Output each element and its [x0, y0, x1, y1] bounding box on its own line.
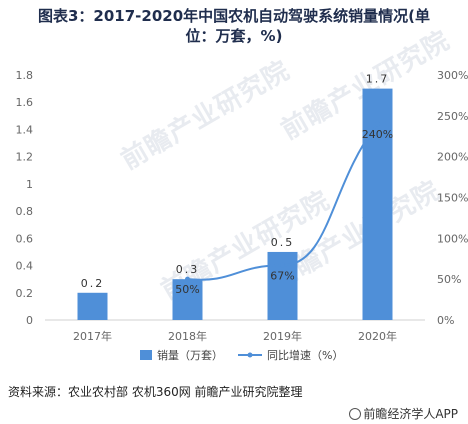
y-left-tick-label: 0 — [26, 314, 33, 327]
chart-title-line1: 图表3：2017-2020年中国农机自动驾驶系统销量情况(单 — [37, 7, 431, 25]
sales-chart: 0 0.2 0.4 0.6 0.8 1 1.2 1.4 1.6 1.8 0% 50% 100% 150% 2… — [16, 69, 468, 362]
y-right-tick-label: 100% — [437, 232, 468, 245]
y-left-tick-label: 0.8 — [16, 205, 34, 218]
chart-title: 图表3：2017-2020年中国农机自动驾驶系统销量情况(单 位：万套，%) — [0, 6, 468, 46]
y-right-tick-label: 50% — [437, 273, 461, 286]
y-right-tick-label: 250% — [437, 110, 468, 123]
x-tick-label: 2017年 — [73, 329, 112, 343]
source-note: 资料来源：农业农村部 农机360网 前瞻产业研究院整理 — [8, 385, 303, 399]
y-left-tick-label: 0.6 — [16, 232, 34, 245]
y-left-tick-label: 1.8 — [16, 69, 34, 82]
y-left-tick-label: 1.6 — [16, 96, 34, 109]
y-right-tick-label: 150% — [437, 192, 468, 205]
y-left-tick-label: 1 — [26, 178, 33, 191]
bar-value-label: 0.5 — [271, 236, 295, 249]
bar — [77, 292, 108, 320]
y-right-tick-label: 0% — [437, 314, 454, 327]
bar — [267, 251, 298, 320]
y-left-tick-label: 1.2 — [16, 151, 34, 164]
bar-value-label: 1.7 — [366, 73, 390, 86]
qianzhan-logo-icon — [349, 408, 362, 420]
bar-value-label: 0.3 — [176, 263, 200, 276]
legend-line-marker — [247, 352, 253, 358]
growth-value-label: 240% — [362, 128, 393, 141]
legend-bar-swatch — [140, 350, 152, 360]
bar-value-label: 0.2 — [81, 277, 105, 290]
legend-line-label: 同比增速（%） — [267, 348, 343, 362]
growth-value-label: 50% — [175, 283, 199, 296]
y-left-tick-label: 0.2 — [16, 287, 34, 300]
chart-title-line2: 位：万套，%) — [185, 27, 283, 45]
y-left-tick-label: 1.4 — [16, 123, 34, 136]
credit-text: 前瞻经济学人APP — [363, 407, 458, 421]
x-tick-label: 2019年 — [263, 329, 302, 343]
growth-point — [375, 121, 380, 127]
x-tick-label: 2018年 — [168, 329, 207, 343]
bar — [362, 88, 393, 320]
y-left-tick-label: 0.4 — [16, 260, 34, 273]
y-right-tick-label: 300% — [437, 69, 468, 82]
x-tick-label: 2020年 — [358, 329, 397, 343]
credit: 前瞻经济学人APP — [349, 405, 458, 422]
y-right-tick-label: 200% — [437, 151, 468, 164]
growth-line — [187, 123, 379, 281]
growth-point — [280, 262, 285, 268]
growth-value-label: 67% — [270, 269, 294, 282]
bar — [172, 279, 203, 320]
growth-point — [185, 276, 190, 282]
legend-bar-label: 销量（万套） — [157, 348, 223, 362]
